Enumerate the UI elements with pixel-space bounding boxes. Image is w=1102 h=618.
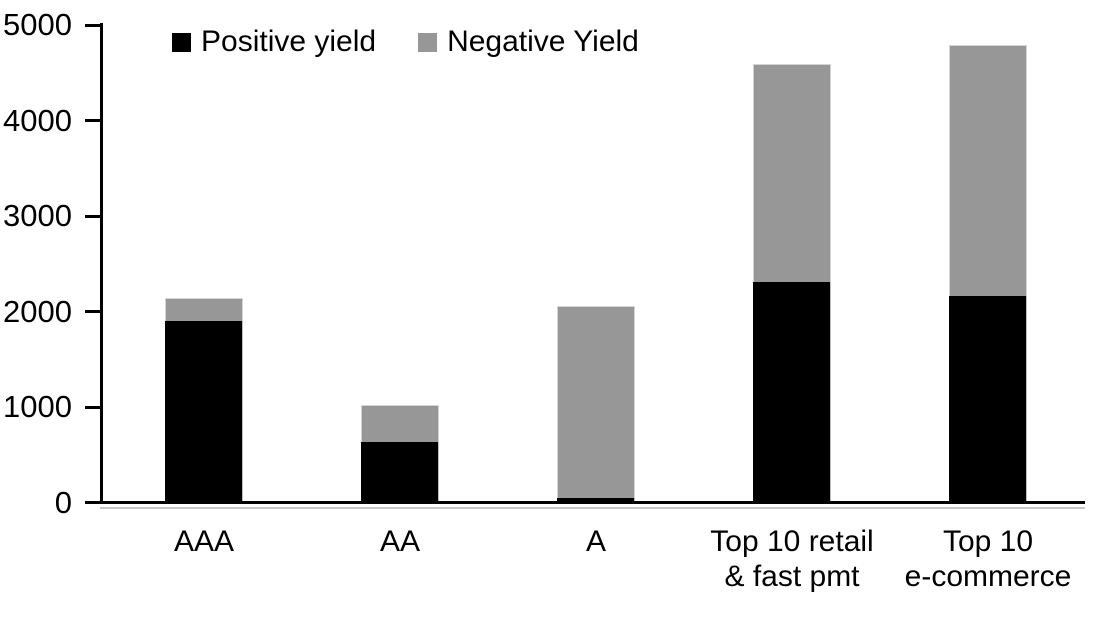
bar-segment-positive-yield bbox=[557, 497, 635, 503]
bar-aa bbox=[361, 405, 439, 503]
x-axis-category-label: Top 10 e-commerce bbox=[878, 524, 1098, 594]
bar-segment-positive-yield bbox=[361, 442, 439, 503]
legend-item: Negative Yield bbox=[418, 27, 639, 57]
bar-segment-negative-yield bbox=[165, 298, 243, 322]
x-axis-category-label-line: e-commerce bbox=[904, 560, 1072, 593]
legend-marker-icon bbox=[418, 32, 438, 52]
x-axis-line bbox=[100, 501, 1085, 504]
bar-top-10-retail-fast-pmt bbox=[753, 64, 831, 503]
x-axis-category-label-line: & fast pmt bbox=[724, 560, 860, 593]
x-axis-category-label-line: AAA bbox=[173, 525, 235, 558]
x-axis-category-label: AA bbox=[290, 524, 510, 559]
y-axis-tick-label: 4000 bbox=[3, 102, 72, 138]
y-axis-tick bbox=[85, 405, 102, 409]
bar-segment-negative-yield bbox=[557, 305, 635, 498]
legend-label: Positive yield bbox=[201, 25, 377, 58]
y-axis-line bbox=[100, 23, 103, 504]
y-axis-tick bbox=[85, 501, 102, 504]
bar-segment-negative-yield bbox=[361, 405, 439, 443]
y-axis-tick-label: 3000 bbox=[3, 198, 72, 233]
legend: Positive yield Negative Yield bbox=[172, 27, 639, 57]
x-axis-category-label: A bbox=[486, 524, 706, 559]
bar-segment-negative-yield bbox=[753, 64, 831, 282]
x-axis-category-label-line: AA bbox=[379, 525, 421, 558]
legend-label: Negative Yield bbox=[447, 25, 639, 58]
y-axis-tick bbox=[85, 310, 102, 313]
y-axis-tick-label: 2000 bbox=[3, 293, 72, 329]
bar-aaa bbox=[165, 298, 243, 503]
y-axis-tick bbox=[85, 119, 102, 122]
y-axis-tick bbox=[85, 23, 102, 27]
y-axis-tick-label: 0 bbox=[54, 484, 72, 520]
x-axis-category-label: AAA bbox=[94, 524, 314, 559]
bar-a bbox=[557, 305, 635, 503]
bar-segment-negative-yield bbox=[949, 45, 1027, 297]
y-axis-tick-label: 5000 bbox=[3, 7, 72, 42]
x-axis-shadow-line bbox=[100, 507, 1085, 509]
bar-segment-positive-yield bbox=[753, 281, 831, 503]
y-axis-tick bbox=[85, 214, 102, 218]
bar-segment-positive-yield bbox=[165, 321, 243, 503]
bar-top-10-e-commerce bbox=[949, 45, 1027, 503]
x-axis-category-label-line: Top 10 retail bbox=[710, 525, 874, 558]
x-axis-category-label-line: A bbox=[585, 525, 606, 558]
y-axis-tick-label: 1000 bbox=[3, 389, 72, 424]
x-axis-category-label-line: Top 10 bbox=[942, 525, 1034, 558]
legend-marker-icon bbox=[172, 32, 191, 52]
x-axis-category-label: Top 10 retail & fast pmt bbox=[682, 524, 902, 594]
bar-segment-positive-yield bbox=[949, 296, 1027, 503]
legend-item: Positive yield bbox=[172, 27, 376, 57]
